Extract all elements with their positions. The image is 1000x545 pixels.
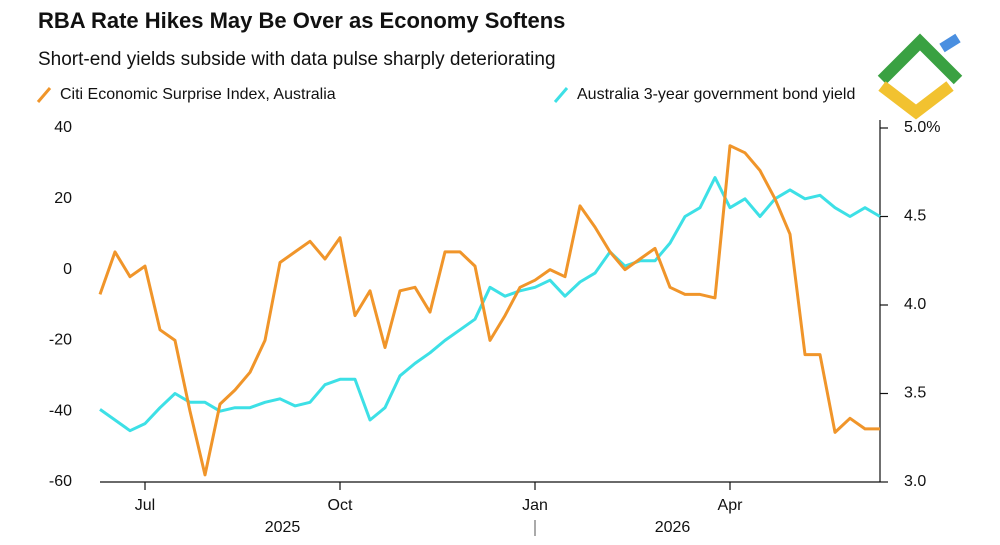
legend-swatch: [36, 87, 52, 103]
series-line: [99, 176, 881, 433]
series-line: [98, 144, 880, 477]
y2-tick-label: 3.5: [904, 385, 926, 402]
y2-tick-label: 4.0: [904, 296, 926, 313]
chart-title: RBA Rate Hikes May Be Over as Economy So…: [38, 8, 565, 33]
y-tick-label: 40: [54, 119, 72, 136]
y-tick-label: -20: [49, 332, 72, 349]
x-tick-label: Apr: [718, 497, 744, 514]
x-tick-label: Jul: [135, 497, 155, 514]
legend-label: Citi Economic Surprise Index, Australia: [60, 86, 336, 103]
legend-label: Australia 3-year government bond yield: [577, 86, 855, 103]
year-label: 2026: [655, 519, 691, 536]
logo: [877, 33, 963, 120]
chart-subtitle: Short-end yields subside with data pulse…: [38, 49, 556, 70]
year-label: 2025: [265, 519, 301, 536]
y2-tick-label: 5.0%: [904, 119, 940, 136]
y-tick-label: -60: [49, 473, 72, 490]
legend-swatch: [553, 87, 569, 103]
y2-tick-label: 4.5: [904, 208, 926, 225]
y-tick-label: 0: [63, 261, 72, 278]
y-tick-label: 20: [54, 190, 72, 207]
x-tick-label: Jan: [522, 497, 548, 514]
y2-tick-label: 3.0: [904, 473, 926, 490]
y-tick-label: -40: [49, 402, 72, 419]
x-tick-label: Oct: [328, 497, 353, 514]
